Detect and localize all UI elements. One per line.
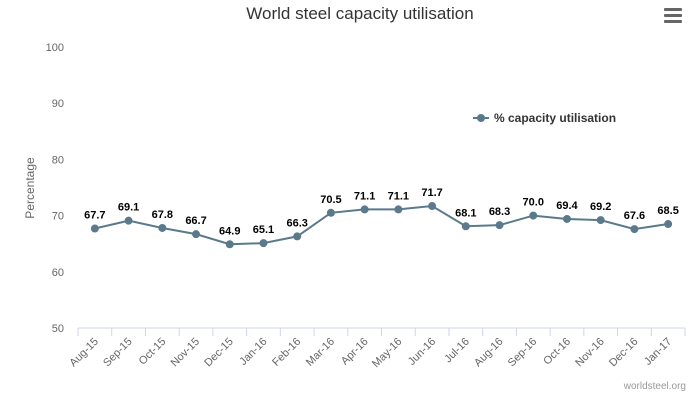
data-point[interactable] xyxy=(225,240,234,249)
legend[interactable]: % capacity utilisation xyxy=(473,111,616,125)
data-label: 69.2 xyxy=(590,201,611,213)
x-tick-label: Jun-16 xyxy=(406,336,438,368)
menu-bar xyxy=(664,14,682,17)
data-label: 71.1 xyxy=(388,190,409,202)
data-point[interactable] xyxy=(394,205,403,214)
data-point[interactable] xyxy=(259,239,268,248)
data-label: 68.3 xyxy=(489,206,510,218)
data-label: 69.1 xyxy=(118,202,139,214)
y-tick-label: 70 xyxy=(52,211,64,223)
y-tick-label: 60 xyxy=(52,267,64,279)
x-tick-label: Apr-16 xyxy=(339,336,371,368)
data-point[interactable] xyxy=(326,208,335,217)
y-tick-label: 80 xyxy=(52,154,64,166)
data-label: 69.4 xyxy=(556,200,578,212)
x-tick-label: Mar-16 xyxy=(304,336,337,369)
data-label: 64.9 xyxy=(219,225,240,237)
x-tick-label: Nov-16 xyxy=(573,336,607,370)
data-point[interactable] xyxy=(630,225,639,234)
x-tick-label: Oct-15 xyxy=(137,336,169,368)
x-tick-label: Jan-16 xyxy=(237,336,269,368)
menu-bar xyxy=(664,20,682,23)
x-tick-label: Dec-15 xyxy=(202,336,236,370)
data-point[interactable] xyxy=(124,216,133,225)
data-label: 66.7 xyxy=(185,215,206,227)
data-label: 70.0 xyxy=(523,197,544,209)
y-axis-label: Percentage xyxy=(23,157,37,219)
x-tick-label: Nov-15 xyxy=(169,336,203,370)
data-label: 68.1 xyxy=(455,207,476,219)
data-label: 67.7 xyxy=(84,210,105,222)
x-axis-labels: Aug-15 Sep-15 Oct-15 Nov-15 Dec-15 Jan-16 Feb-… xyxy=(67,336,674,370)
x-tick-label: Aug-15 xyxy=(67,336,101,370)
y-axis-ticks: 50 60 70 80 90 100 xyxy=(46,42,64,335)
x-tick-label: Oct-16 xyxy=(541,336,573,368)
x-tick-label: Dec-16 xyxy=(607,336,641,370)
x-tick-label: May-16 xyxy=(370,336,404,370)
data-label: 70.5 xyxy=(320,194,341,206)
legend-marker-icon xyxy=(477,114,485,122)
data-label: 67.8 xyxy=(152,209,173,221)
x-axis-ticks xyxy=(77,328,686,336)
data-point[interactable] xyxy=(596,216,605,225)
data-label: 71.1 xyxy=(354,190,375,202)
data-point[interactable] xyxy=(495,221,504,230)
data-point[interactable] xyxy=(158,223,167,232)
y-tick-label: 90 xyxy=(52,98,64,110)
data-point[interactable] xyxy=(90,224,99,233)
y-tick-label: 50 xyxy=(52,323,64,335)
menu-bar xyxy=(664,8,682,11)
series-points xyxy=(90,202,673,249)
legend-label[interactable]: % capacity utilisation xyxy=(494,111,616,125)
data-label: 65.1 xyxy=(253,224,274,236)
x-tick-label: Aug-16 xyxy=(472,336,506,370)
data-labels: 67.7 69.1 67.8 66.7 64.9 65.1 66.3 70.5 71.1 71.1… xyxy=(83,186,681,239)
data-point[interactable] xyxy=(461,222,470,231)
data-label: 67.6 xyxy=(624,210,645,222)
x-tick-label: Sep-15 xyxy=(101,336,135,370)
data-point[interactable] xyxy=(664,220,673,229)
data-point[interactable] xyxy=(293,232,302,241)
x-tick-label: Sep-16 xyxy=(506,336,540,370)
x-tick-label: Feb-16 xyxy=(270,336,303,369)
data-label: 71.7 xyxy=(421,187,442,199)
data-point[interactable] xyxy=(360,205,369,214)
series-line xyxy=(94,205,669,246)
data-label: 66.3 xyxy=(286,217,307,229)
chart-title: World steel capacity utilisation xyxy=(246,4,473,23)
data-point[interactable] xyxy=(192,230,201,239)
hamburger-menu-icon[interactable] xyxy=(664,8,682,24)
data-point[interactable] xyxy=(428,202,437,211)
data-point[interactable] xyxy=(562,214,571,223)
data-point[interactable] xyxy=(529,211,538,220)
data-label: 68.5 xyxy=(657,205,678,217)
x-tick-label: Jan-17 xyxy=(642,336,674,368)
y-tick-label: 100 xyxy=(46,42,64,54)
credit-text[interactable]: worldsteel.org xyxy=(623,381,686,392)
x-tick-label: Jul-16 xyxy=(442,336,472,366)
